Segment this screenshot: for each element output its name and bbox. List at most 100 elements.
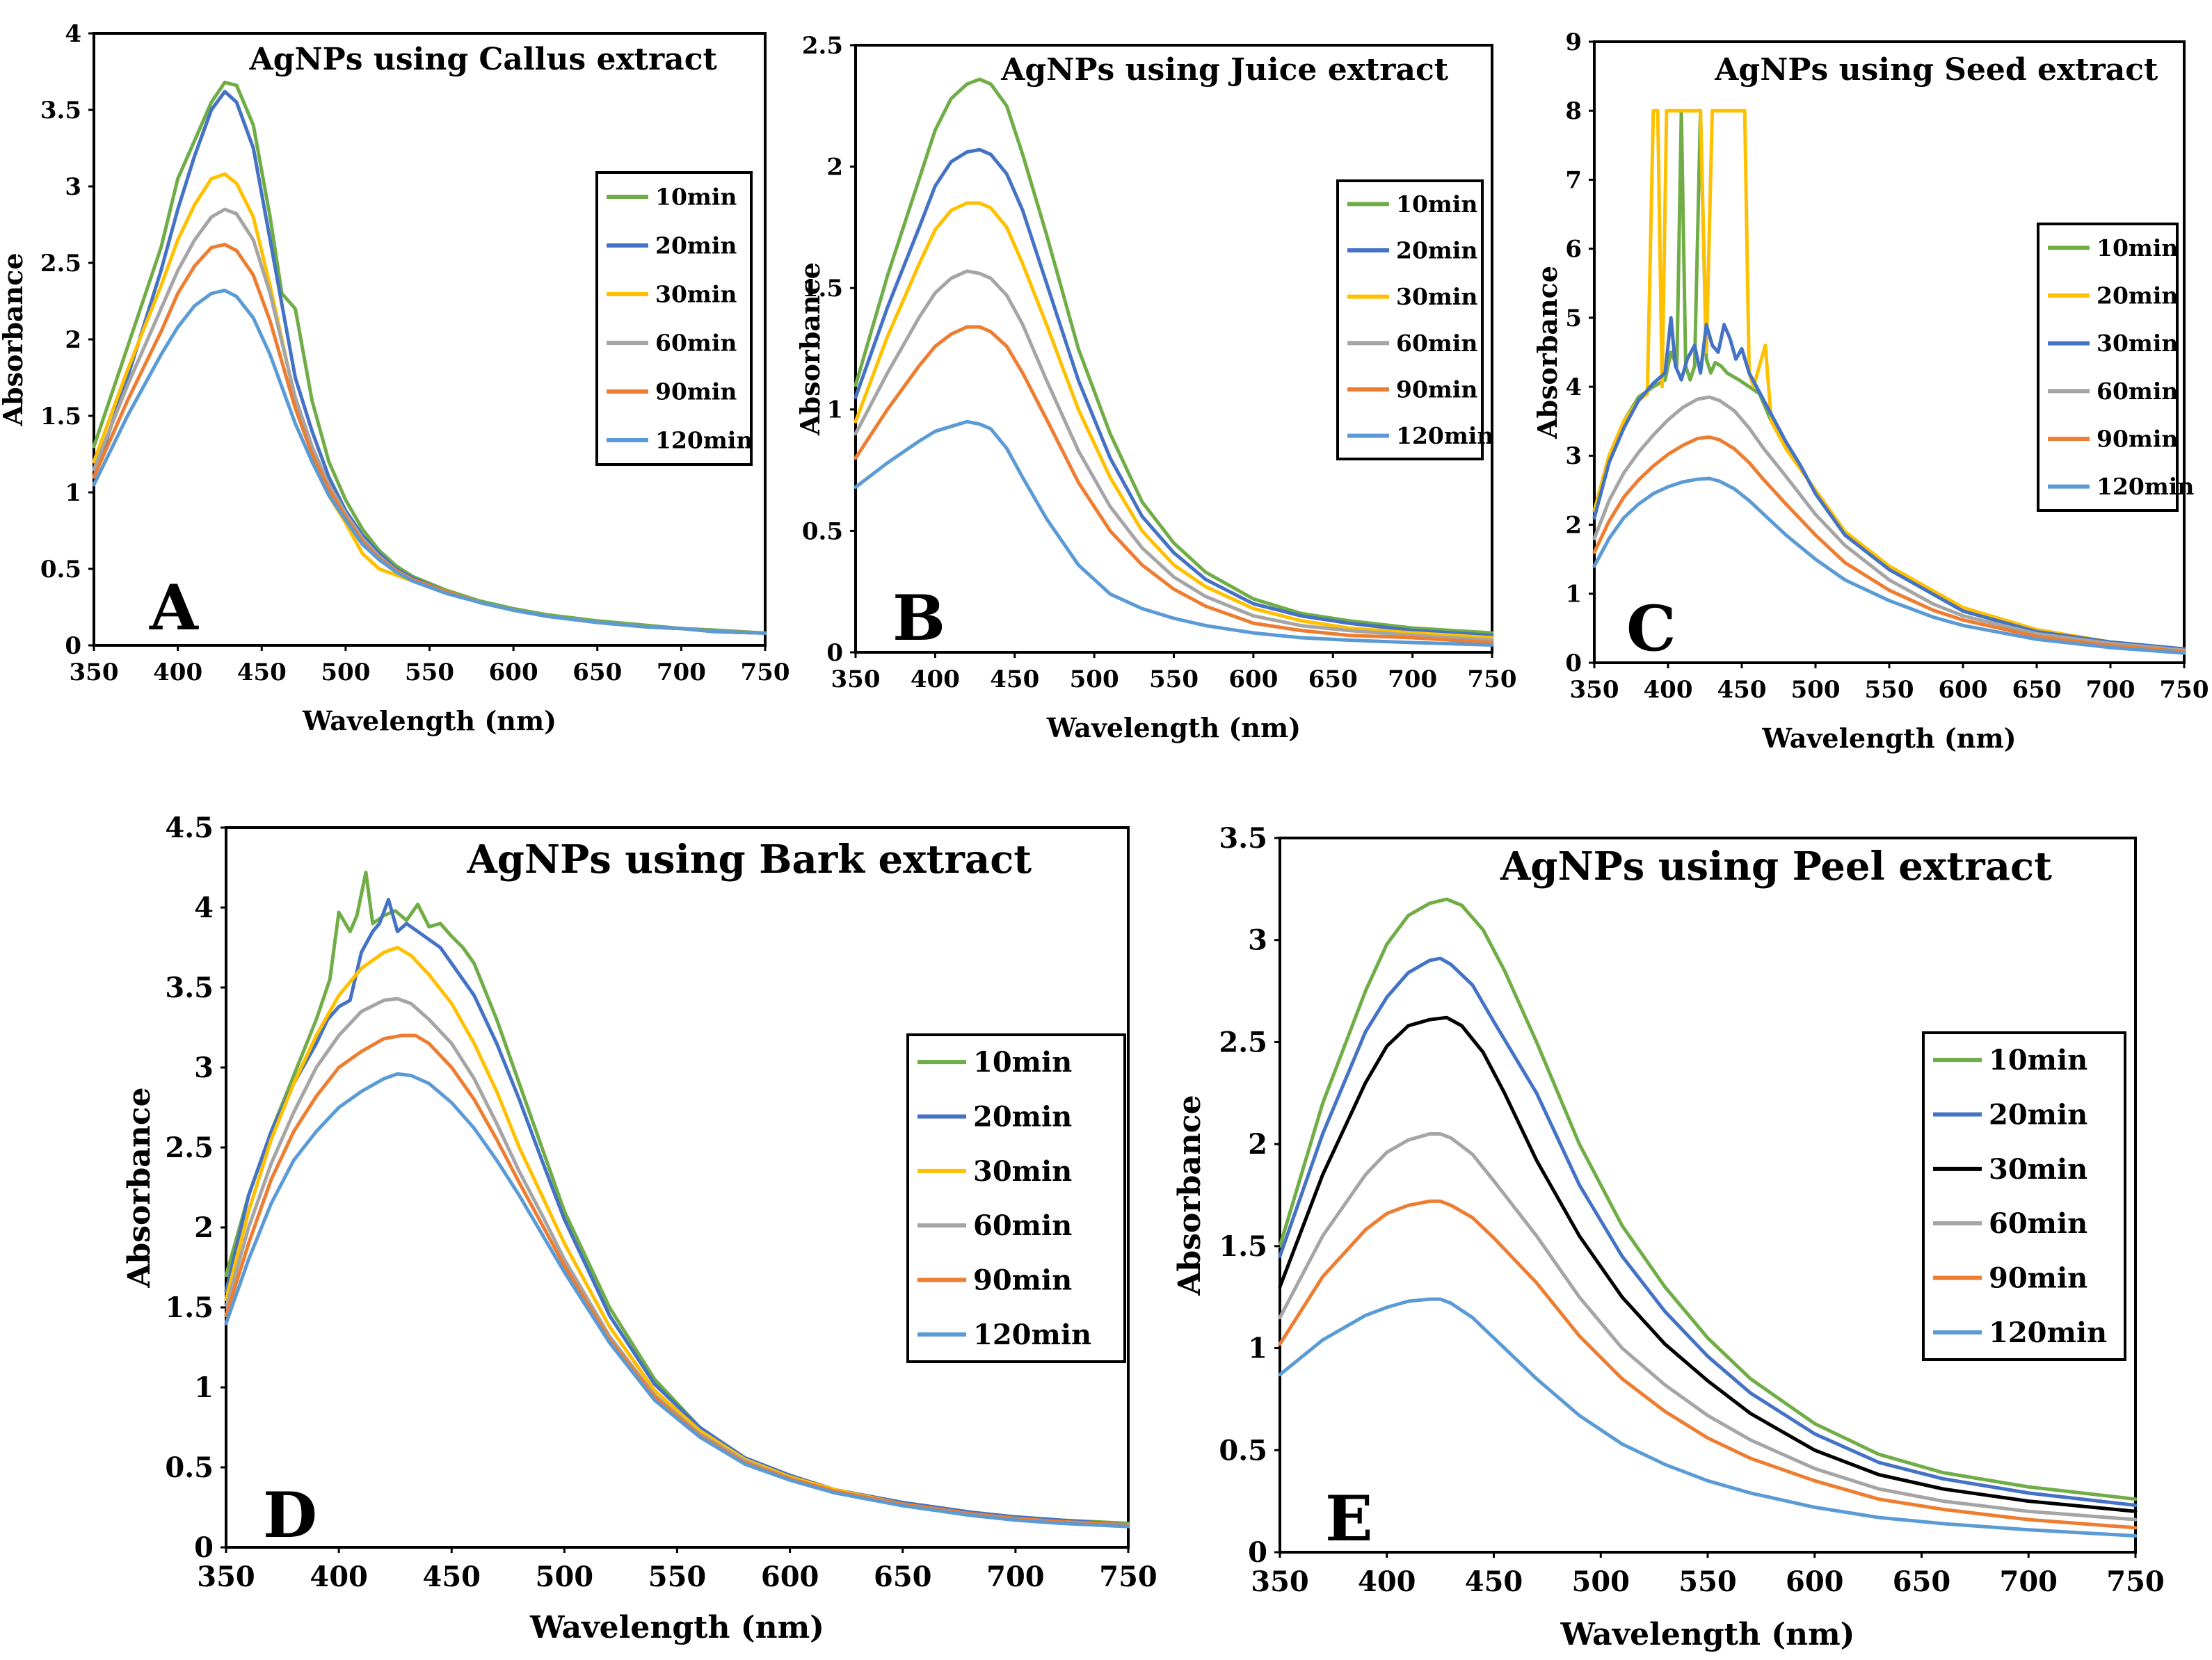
panel-c: 350 400 450 500 550 600 650 700 750 0 1 2 3 4 5 6 7 8 9 Wav…: [1532, 29, 2209, 754]
panel-letter: E: [1325, 1482, 1373, 1556]
panel-letter: C: [1626, 592, 1676, 666]
y-tick-label: 6: [1565, 236, 1582, 264]
series-line-90min: [853, 325, 1494, 645]
y-axis-label: Absorbance: [1532, 266, 1563, 440]
x-axis-label: Wavelength (nm): [1560, 1617, 1855, 1652]
legend-entry-20min: 20min: [973, 1101, 1072, 1134]
x-tick-label: 450: [1465, 1565, 1523, 1598]
series-line-20min: [1278, 956, 2138, 1507]
y-tick-label: 3: [1248, 924, 1267, 957]
x-tick-label: 600: [1786, 1565, 1844, 1598]
legend-entry-60min: 60min: [2097, 378, 2178, 405]
legend-box: [1336, 179, 1484, 460]
x-tick-label: 650: [1308, 666, 1358, 693]
legend-entry-20min: 20min: [2097, 282, 2178, 309]
y-tick-label: 0.5: [802, 517, 843, 545]
y-tick-label: 2.5: [165, 1131, 214, 1164]
y-tick-label: 0.5: [1219, 1434, 1267, 1467]
x-tick-label: 350: [70, 659, 119, 686]
series-line-120min: [1278, 1297, 2138, 1538]
legend-entry-90min: 90min: [973, 1264, 1072, 1297]
legend-entry-30min: 30min: [1396, 283, 1477, 310]
x-tick-label: 500: [536, 1561, 594, 1593]
y-tick-label: 1.5: [165, 1291, 214, 1324]
x-tick-label: 750: [1468, 666, 1517, 693]
x-tick-label: 450: [1717, 676, 1767, 704]
legend-entry-90min: 90min: [1396, 376, 1477, 403]
y-tick-label: 0: [1565, 650, 1582, 677]
legend: 10min 20min 30min 60min 90min 120min: [1922, 1031, 2126, 1361]
legend-entry-30min: 30min: [2097, 330, 2178, 357]
y-tick-label: 1: [65, 479, 81, 507]
legend-entry-30min: 30min: [1989, 1153, 2087, 1186]
y-tick-label: 2: [194, 1211, 214, 1244]
y-tick-label: 1: [1565, 581, 1582, 609]
x-tick-label: 450: [237, 659, 287, 686]
chart-title: AgNPs using Peel extract: [1500, 844, 2052, 889]
y-tick-label: 4.5: [165, 812, 214, 844]
legend: 10min 20min 30min 60min 90min 120min: [2037, 223, 2194, 512]
legend-entry-120min: 120min: [655, 427, 753, 454]
y-tick-label: 1.5: [1219, 1230, 1267, 1263]
legend-box: [595, 171, 753, 466]
y-tick-label: 0.5: [165, 1451, 214, 1484]
series-line-120min: [1592, 476, 2186, 655]
x-tick-label: 500: [321, 659, 370, 686]
legend-box: [906, 1033, 1126, 1363]
x-tick-label: 600: [1939, 676, 1988, 704]
x-tick-label: 700: [2086, 676, 2135, 704]
y-tick-label: 2: [826, 154, 843, 182]
series-line-20min: [853, 147, 1494, 638]
y-axis-label: Absorbance: [794, 262, 826, 436]
x-axis-label: Wavelength (nm): [1761, 723, 2016, 754]
x-tick-label: 550: [1149, 666, 1199, 693]
x-tick-label: 350: [831, 666, 881, 693]
legend-entry-120min: 120min: [2097, 473, 2194, 500]
x-tick-label: 750: [741, 659, 790, 686]
chart-title: AgNPs using Bark extract: [466, 837, 1032, 883]
y-tick-label: 4: [65, 20, 81, 48]
legend-entry-120min: 120min: [973, 1319, 1091, 1351]
panel-e: 350 400 450 500 550 600 650 700 750 0 0.5 1 1.5 2 2.5 3…: [1172, 822, 2165, 1652]
y-axis-label: Absorbance: [0, 253, 29, 427]
legend-entry-20min: 20min: [1396, 237, 1477, 264]
panel-d: 350 400 450 500 550 600 650 700 750 0 0.5 1 1.5 2 2.5 3…: [122, 812, 1157, 1645]
chart-title: AgNPs using Seed extract: [1714, 52, 2158, 88]
x-tick-label: 350: [197, 1561, 255, 1593]
legend-entry-10min: 10min: [973, 1046, 1072, 1079]
x-tick-label: 600: [489, 659, 538, 686]
series-line-120min: [224, 1072, 1130, 1529]
y-tick-label: 2: [1565, 511, 1582, 539]
legend-entry-90min: 90min: [1989, 1262, 2087, 1295]
y-tick-label: 0: [194, 1531, 214, 1564]
x-tick-label: 400: [310, 1561, 368, 1593]
y-tick-label: 1: [1248, 1332, 1267, 1365]
panel-b: 350 400 450 500 550 600 650 700 750 0 0.5 1 1.5 2 2.5 W…: [794, 32, 1516, 743]
x-axis-label: Wavelength (nm): [529, 1610, 824, 1645]
y-tick-label: 3: [65, 173, 81, 201]
x-tick-label: 750: [2106, 1565, 2165, 1598]
y-tick-label: 8: [1565, 97, 1582, 125]
legend-entry-20min: 20min: [1989, 1099, 2087, 1131]
x-tick-label: 400: [1644, 676, 1693, 704]
x-tick-label: 650: [874, 1561, 932, 1593]
x-tick-label: 550: [648, 1561, 707, 1593]
series-line-10min: [1278, 897, 2138, 1501]
y-tick-label: 3.5: [40, 97, 81, 124]
panel-letter: D: [263, 1478, 317, 1552]
y-tick-label: 2.5: [802, 32, 843, 60]
series-line-60min: [1592, 395, 2186, 652]
legend-entry-60min: 60min: [1396, 330, 1477, 357]
x-tick-label: 550: [1865, 676, 1914, 704]
y-tick-label: 3: [194, 1051, 214, 1084]
x-tick-label: 700: [986, 1561, 1045, 1593]
y-tick-label: 0: [826, 639, 843, 667]
legend-entry-60min: 60min: [1989, 1207, 2087, 1240]
y-tick-label: 3.5: [165, 972, 214, 1004]
y-axis-label: Absorbance: [122, 1087, 157, 1288]
legend-entry-90min: 90min: [655, 378, 737, 405]
x-axis-label: Wavelength (nm): [302, 705, 556, 736]
panel-letter: A: [149, 571, 199, 645]
series-line-120min: [92, 289, 767, 635]
series-line-60min: [1278, 1132, 2138, 1522]
